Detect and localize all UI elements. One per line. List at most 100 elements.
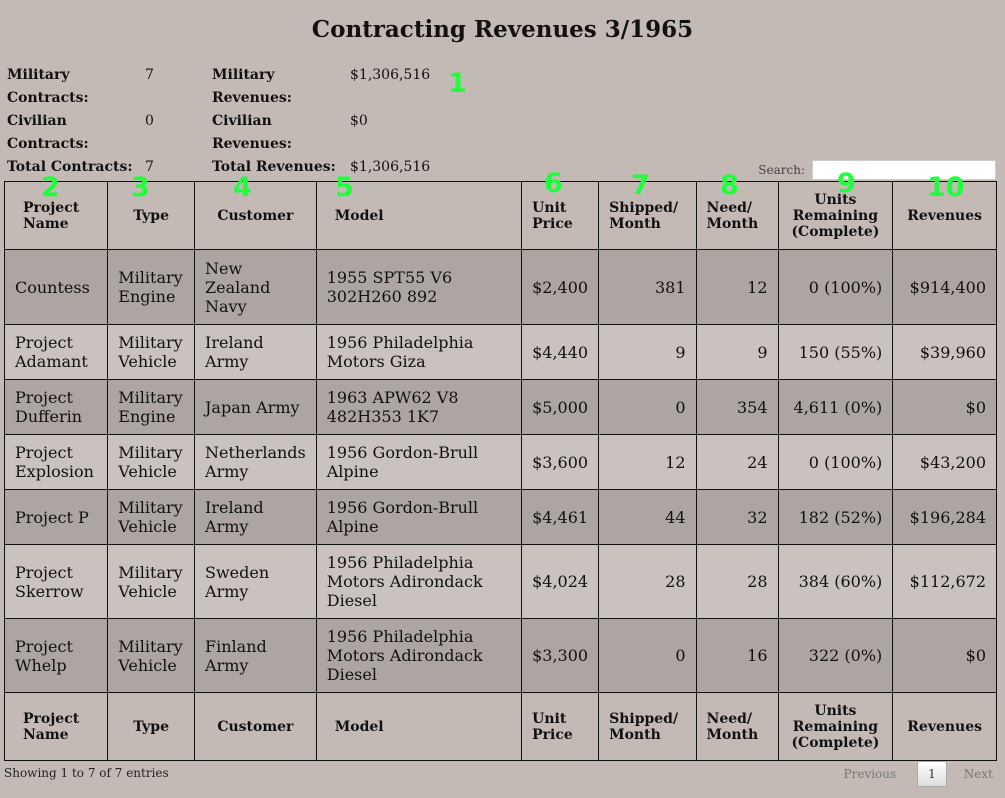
column-header-2[interactable]: Customer — [194, 181, 317, 250]
table-cell: 12 — [598, 434, 697, 490]
column-header-7[interactable]: Units Remaining (Complete) — [777, 692, 894, 761]
column-header-label: Revenues — [907, 718, 983, 735]
table-cell: Military Engine — [107, 379, 196, 435]
table-row: Project Skerrow Military Vehicle Sweden Ar… — [3, 544, 997, 619]
table-cell: 0 — [598, 618, 697, 693]
column-header-1[interactable]: Type — [107, 692, 196, 761]
column-header-label: Type — [133, 207, 170, 224]
column-header-5[interactable]: Shipped/Month — [598, 692, 697, 761]
table-cell: Military Vehicle — [107, 544, 196, 619]
annotation-marker: 4 — [233, 172, 252, 203]
column-header-label: Month — [609, 215, 661, 232]
table-cell: Project Explosion — [3, 434, 109, 490]
column-header-0[interactable]: Project Name — [3, 181, 109, 250]
table-info: Showing 1 to 7 of 7 entries — [4, 766, 169, 780]
previous-button[interactable]: Previous — [843, 767, 897, 781]
table-cell: Project Adamant — [3, 324, 109, 380]
table-cell: Project Dufferin — [3, 379, 109, 435]
table-cell: 354 — [695, 379, 779, 435]
table-cell: $0 — [892, 618, 997, 693]
table-cell: Military Vehicle — [107, 618, 196, 693]
summary-value: 7 — [145, 67, 154, 83]
table-cell: 1963 APW62 V8 482H353 1K7 — [315, 379, 523, 435]
table-cell: 32 — [695, 489, 779, 545]
table-cell: $914,400 — [892, 249, 997, 325]
table-cell: 322 (0%) — [777, 618, 894, 693]
table-cell: Sweden Army — [194, 544, 317, 619]
table-cell: $43,200 — [892, 434, 997, 490]
column-header-label: Price — [532, 726, 573, 743]
column-header-label: Unit — [532, 199, 567, 216]
table-cell: 381 — [598, 249, 697, 325]
table-cell: Project Whelp — [3, 618, 109, 693]
column-header-0[interactable]: Project Name — [3, 692, 109, 761]
table-cell: 9 — [695, 324, 779, 380]
table-cell: 182 (52%) — [777, 489, 894, 545]
table-cell: Military Vehicle — [107, 434, 196, 490]
column-header-1[interactable]: Type — [107, 181, 196, 250]
summary-value: $0 — [350, 113, 368, 129]
column-header-label: Month — [609, 726, 661, 743]
table-cell: 1956 Gordon-Brull Alpine — [315, 489, 523, 545]
table-cell: Ireland Army — [194, 324, 317, 380]
annotation-marker: 2 — [41, 172, 60, 203]
column-header-label: Customer — [217, 207, 294, 224]
next-button[interactable]: Next — [963, 767, 993, 781]
page-1-button[interactable]: 1 — [917, 761, 947, 787]
column-header-3[interactable]: Model — [315, 181, 523, 250]
column-header-label: Customer — [217, 718, 294, 735]
column-header-label: Revenues — [907, 207, 983, 224]
column-header-6[interactable]: Need/Month — [695, 181, 779, 250]
search-input[interactable] — [812, 160, 996, 180]
column-header-label: Price — [532, 215, 573, 232]
column-header-4[interactable]: Unit Price — [521, 692, 600, 761]
column-header-3[interactable]: Model — [315, 692, 523, 761]
annotation-marker: 10 — [927, 172, 965, 203]
column-header-label: Model — [334, 207, 384, 224]
table-row: Project Dufferin Military Engine Japan Arm… — [3, 379, 997, 435]
table-cell: Military Vehicle — [107, 489, 196, 545]
annotation-marker: 1 — [448, 68, 467, 99]
table-cell: 1956 Philadelphia Motors Giza — [315, 324, 523, 380]
column-header-label: (Complete) — [791, 734, 880, 751]
table-cell: $5,000 — [521, 379, 600, 435]
table-cell: $3,600 — [521, 434, 600, 490]
table-cell: New Zealand Navy — [194, 249, 317, 325]
annotation-marker: 5 — [335, 172, 354, 203]
annotation-marker: 8 — [720, 170, 739, 201]
column-header-label: Need/ — [706, 710, 753, 727]
summary-label: Civilian Revenues: — [212, 113, 292, 152]
summary-value: 7 — [145, 159, 154, 175]
summary-label: Military Revenues: — [212, 67, 292, 106]
table-row: Countess Military Engine New Zealand Navy 1… — [3, 249, 997, 325]
column-header-8[interactable]: Revenues — [892, 692, 997, 761]
summary-value: $1,306,516 — [350, 67, 431, 83]
table-cell: Netherlands Army — [194, 434, 317, 490]
column-header-label: Project — [23, 710, 80, 727]
table-cell: Japan Army — [194, 379, 317, 435]
page-title: Contracting Revenues 3/1965 — [311, 16, 694, 43]
table-cell: 384 (60%) — [777, 544, 894, 619]
table-cell: $4,440 — [521, 324, 600, 380]
table-cell: 16 — [695, 618, 779, 693]
table-row: Project Explosion Military Vehicle Netherl… — [3, 434, 997, 490]
annotation-marker: 6 — [544, 168, 563, 199]
search-label: Search: — [758, 163, 805, 177]
column-header-label: Units — [814, 191, 857, 208]
table-cell: 0 (100%) — [777, 434, 894, 490]
column-header-2[interactable]: Customer — [194, 692, 317, 761]
column-header-label: Month — [706, 215, 759, 232]
table-cell: 28 — [695, 544, 779, 619]
column-header-label: Shipped/ — [609, 199, 679, 216]
table-cell: $4,024 — [521, 544, 600, 619]
column-header-6[interactable]: Need/Month — [695, 692, 779, 761]
column-header-label: Need/ — [706, 199, 753, 216]
column-header-7[interactable]: Units Remaining (Complete) — [777, 181, 894, 250]
table-cell: 9 — [598, 324, 697, 380]
table-row: Project P Military Vehicle Ireland Army 195… — [3, 489, 997, 545]
table-cell: Project P — [3, 489, 109, 545]
table-row: Project Adamant Military Vehicle Ireland A… — [3, 324, 997, 380]
column-header-label: Name — [23, 726, 69, 743]
table-cell: 12 — [695, 249, 779, 325]
summary-label: Civilian Contracts: — [7, 113, 89, 152]
